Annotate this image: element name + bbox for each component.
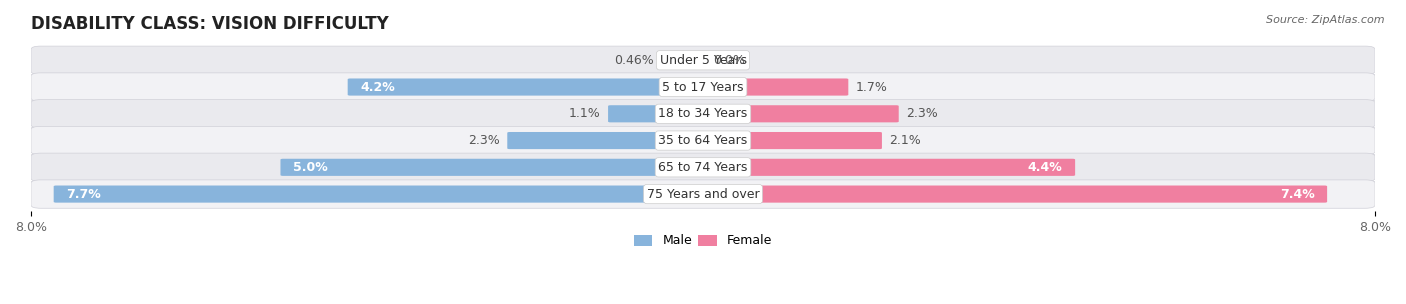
Text: 5 to 17 Years: 5 to 17 Years [662, 81, 744, 94]
Text: 2.3%: 2.3% [907, 107, 938, 120]
FancyBboxPatch shape [700, 105, 898, 123]
FancyBboxPatch shape [280, 159, 706, 176]
FancyBboxPatch shape [662, 52, 706, 69]
Text: 2.3%: 2.3% [468, 134, 499, 147]
FancyBboxPatch shape [700, 185, 1327, 203]
Text: 35 to 64 Years: 35 to 64 Years [658, 134, 748, 147]
FancyBboxPatch shape [31, 126, 1375, 155]
Text: 2.1%: 2.1% [890, 134, 921, 147]
Text: 1.7%: 1.7% [856, 81, 887, 94]
Text: 65 to 74 Years: 65 to 74 Years [658, 161, 748, 174]
FancyBboxPatch shape [700, 159, 1076, 176]
Text: Source: ZipAtlas.com: Source: ZipAtlas.com [1267, 15, 1385, 25]
FancyBboxPatch shape [700, 132, 882, 149]
FancyBboxPatch shape [31, 180, 1375, 208]
Text: DISABILITY CLASS: VISION DIFFICULTY: DISABILITY CLASS: VISION DIFFICULTY [31, 15, 388, 33]
FancyBboxPatch shape [607, 105, 706, 123]
Legend: Male, Female: Male, Female [628, 230, 778, 252]
FancyBboxPatch shape [31, 100, 1375, 128]
Text: 5.0%: 5.0% [292, 161, 328, 174]
Text: 4.2%: 4.2% [360, 81, 395, 94]
FancyBboxPatch shape [31, 153, 1375, 181]
FancyBboxPatch shape [31, 73, 1375, 101]
Text: Under 5 Years: Under 5 Years [659, 54, 747, 67]
Text: 75 Years and over: 75 Years and over [647, 188, 759, 201]
FancyBboxPatch shape [347, 78, 706, 95]
Text: 7.4%: 7.4% [1279, 188, 1315, 201]
FancyBboxPatch shape [700, 78, 848, 95]
FancyBboxPatch shape [31, 46, 1375, 74]
Text: 4.4%: 4.4% [1028, 161, 1063, 174]
Text: 0.46%: 0.46% [614, 54, 654, 67]
FancyBboxPatch shape [508, 132, 706, 149]
FancyBboxPatch shape [53, 185, 706, 203]
Text: 1.1%: 1.1% [569, 107, 600, 120]
Text: 18 to 34 Years: 18 to 34 Years [658, 107, 748, 120]
Text: 0.0%: 0.0% [713, 54, 745, 67]
Text: 7.7%: 7.7% [66, 188, 101, 201]
